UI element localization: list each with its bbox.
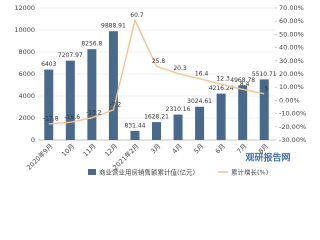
line-value-label: 12.3 bbox=[216, 76, 230, 83]
y2-tick-label: 60.00% bbox=[279, 17, 304, 25]
x-tick-label: 6月 bbox=[214, 142, 227, 155]
x-tick-label: 3月 bbox=[149, 142, 162, 155]
y2-tick-label: 30.00% bbox=[279, 57, 304, 65]
watermark: 观研报告网 bbox=[245, 152, 290, 164]
y-tick-label: 8000 bbox=[18, 48, 35, 56]
bar bbox=[44, 69, 54, 140]
y2-tick-label: 10.00% bbox=[279, 83, 304, 91]
y2-tick-label: 50.00% bbox=[279, 30, 304, 38]
y2-tick-label: -10.00% bbox=[279, 110, 306, 118]
y2-tick-label: 40.00% bbox=[279, 44, 304, 52]
bar-value-label: 6403 bbox=[41, 61, 56, 68]
y-tick-label: 6000 bbox=[18, 70, 35, 78]
bar-value-label: 8256.8 bbox=[81, 41, 102, 48]
line-value-label: -16.6 bbox=[65, 114, 81, 121]
bar bbox=[195, 106, 205, 140]
y-tick-label: 2000 bbox=[18, 114, 35, 122]
line bbox=[48, 18, 265, 125]
line-value-label: 16.4 bbox=[195, 70, 209, 77]
x-tick-label: 5月 bbox=[192, 142, 205, 155]
y2-tick-label: 70.00% bbox=[279, 4, 304, 12]
bar bbox=[216, 93, 226, 140]
bar-value-label: 4216.24 bbox=[209, 85, 234, 92]
bar-value-label: 1628.21 bbox=[144, 114, 169, 121]
line-value-label: 25.8 bbox=[152, 58, 166, 65]
bar-value-label: 5510.71 bbox=[252, 71, 277, 78]
y2-tick-label: -30.00% bbox=[279, 136, 306, 144]
x-tick-label: 4月 bbox=[171, 142, 184, 155]
x-tick-label: 11月 bbox=[82, 142, 98, 158]
bar-value-label: 7207.97 bbox=[58, 52, 83, 59]
bar-value-label: 9888.91 bbox=[101, 23, 126, 30]
line-value-label: 8.4 bbox=[240, 81, 250, 88]
line-value-label: 5 bbox=[264, 85, 268, 92]
bar bbox=[130, 130, 140, 140]
y-tick-label: 4000 bbox=[18, 92, 35, 100]
y-tick-label: 0 bbox=[31, 136, 35, 144]
line-value-label: 60.7 bbox=[130, 12, 144, 19]
bar-value-label: 4968.78 bbox=[230, 77, 255, 84]
y2-tick-label: -20.00% bbox=[279, 123, 306, 131]
y-tick-label: 12000 bbox=[14, 4, 35, 12]
bar bbox=[152, 122, 161, 140]
bar-value-label: 2310.16 bbox=[166, 106, 191, 113]
bar-value-label: 3024.61 bbox=[187, 98, 212, 105]
x-tick-label: 2020年9月 bbox=[24, 141, 54, 171]
bar bbox=[65, 60, 75, 141]
bar bbox=[87, 49, 97, 140]
line-value-label: 20.3 bbox=[173, 65, 187, 72]
x-tick-label: 10月 bbox=[60, 142, 76, 158]
legend-label: 累计增长(%) bbox=[231, 168, 268, 177]
bar bbox=[238, 85, 248, 140]
legend-swatch bbox=[88, 169, 96, 175]
line-value-label: -17.8 bbox=[43, 115, 59, 122]
line-value-label: -7.2 bbox=[110, 101, 122, 108]
bar bbox=[259, 79, 269, 140]
legend-label: 商业营业用房销售额累计值(亿元) bbox=[99, 168, 195, 177]
x-tick-label: 12月 bbox=[103, 142, 119, 158]
y-tick-label: 10000 bbox=[14, 26, 35, 34]
line-value-label: -13.2 bbox=[86, 109, 102, 116]
y2-tick-label: 0.00% bbox=[279, 96, 300, 104]
bar bbox=[108, 31, 118, 140]
chart: 0 2000 4000 6000 8000 10000 12000 -30.00% -20.00… bbox=[14, 4, 306, 177]
bar-value-label: 831.44 bbox=[124, 122, 145, 129]
bar bbox=[173, 114, 183, 140]
y2-tick-label: 20.00% bbox=[279, 70, 304, 78]
